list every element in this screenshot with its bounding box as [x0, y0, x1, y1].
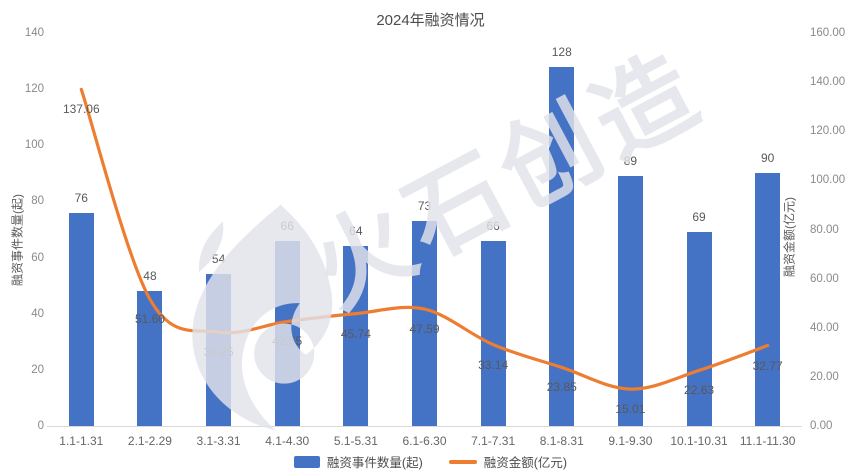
right-axis-tick: 120.00 [810, 125, 846, 138]
bar-value-label: 69 [692, 210, 706, 225]
right-axis-tick: 0.00 [810, 420, 833, 432]
bar-4.1-4.30 [274, 240, 300, 426]
right-axis-tick: 40.00 [810, 321, 839, 334]
x-axis-label: 5.1-5.31 [333, 434, 378, 448]
bar-7.1-7.31 [480, 240, 506, 426]
x-axis-label: 9.1-9.30 [608, 434, 653, 448]
line-value-label: 23.85 [546, 380, 577, 395]
x-axis-label: 1.1-1.31 [59, 434, 104, 448]
bar-value-label: 64 [349, 224, 363, 239]
right-axis-tick: 100.00 [810, 174, 846, 187]
bar-value-label: 76 [74, 190, 88, 205]
x-axis-label: 8.1-8.31 [539, 434, 584, 448]
legend-label: 融资事件数量(起) [326, 456, 423, 470]
bar-value-label: 66 [486, 218, 500, 233]
left-axis-tick: 20 [31, 363, 44, 376]
bar-value-label: 48 [143, 269, 157, 284]
right-axis-title: 融资金额(亿元) [782, 197, 797, 277]
bar-value-label: 128 [551, 44, 572, 59]
line-value-label: 15.01 [615, 402, 646, 417]
left-axis-tick: 60 [31, 251, 44, 264]
x-axis-line [47, 426, 802, 427]
line-value-label: 51.60 [134, 312, 165, 327]
line-value-label: 45.74 [340, 326, 371, 341]
legend-item-line[interactable]: 融资金额(亿元) [448, 452, 568, 471]
x-axis-label: 7.1-7.31 [471, 434, 516, 448]
chart-title: 2024年融资情况 [376, 12, 485, 29]
line-value-label: 47.59 [409, 322, 440, 337]
right-axis-tick: 80.00 [810, 223, 839, 236]
bar-value-label: 90 [760, 151, 775, 166]
bar-8.1-8.31 [549, 66, 575, 426]
legend-item-bar[interactable]: 融资事件数量(起) [293, 452, 423, 471]
bar-value-label: 73 [417, 199, 432, 214]
legend-label: 融资金额(亿元) [483, 456, 568, 470]
line-value-label: 38.25 [203, 345, 234, 360]
bar-1.1-1.31 [68, 212, 94, 426]
line-value-label: 22.63 [684, 383, 715, 398]
left-axis-tick: 120 [24, 83, 44, 96]
bar-value-label: 89 [623, 154, 638, 169]
x-axis-label: 11.1-11.30 [739, 434, 796, 448]
line-value-label: 33.14 [478, 357, 509, 372]
right-axis-tick: 20.00 [810, 370, 839, 383]
right-axis-tick: 160.00 [810, 27, 846, 39]
right-axis-tick: 140.00 [810, 76, 846, 89]
right-axis-tick: 60.00 [810, 272, 839, 285]
line-value-label: 42.55 [272, 334, 303, 349]
x-axis-label: 10.1-10.31 [670, 434, 728, 448]
bar-11.1-11.30 [755, 173, 781, 426]
left-axis-tick: 80 [31, 195, 44, 208]
x-axis-label: 3.1-3.31 [196, 434, 241, 448]
line-swatch-icon [448, 459, 477, 464]
x-axis-label: 4.1-4.30 [265, 434, 310, 448]
line-value-label: 137.06 [62, 102, 100, 117]
bar-swatch-icon [293, 455, 320, 468]
bar-value-label: 54 [211, 252, 226, 267]
bar-value-label: 66 [280, 218, 294, 233]
line-value-label: 32.77 [752, 358, 783, 373]
left-axis-tick: 100 [24, 139, 44, 152]
left-axis-tick: 40 [31, 307, 44, 320]
x-axis-label: 6.1-6.30 [402, 434, 447, 448]
legend: 融资事件数量(起) 融资金额(亿元) [0, 452, 861, 471]
bar-9.1-9.30 [617, 176, 643, 426]
left-axis-tick: 140 [24, 27, 44, 39]
left-axis-tick: 0 [37, 420, 44, 432]
x-axis-label: 2.1-2.29 [127, 434, 172, 448]
